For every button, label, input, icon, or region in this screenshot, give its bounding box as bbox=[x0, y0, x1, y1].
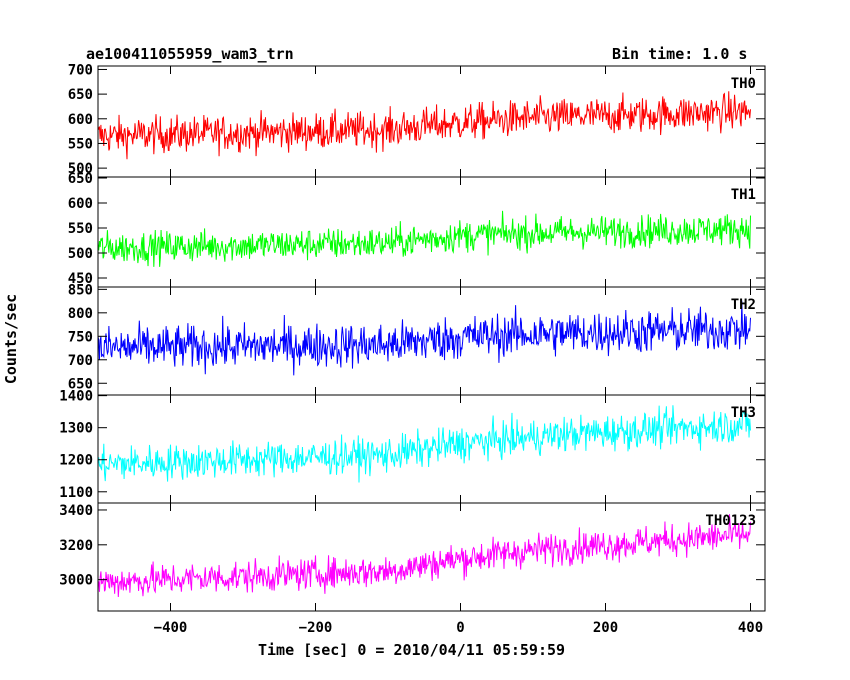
panel-label-th1: TH1 bbox=[731, 187, 756, 203]
y-tick-label-th3: 1300 bbox=[59, 421, 93, 437]
y-tick-label-th0: 650 bbox=[68, 87, 93, 103]
y-tick-label-th3: 1100 bbox=[59, 485, 93, 501]
y-tick-label-th0: 500 bbox=[68, 161, 93, 177]
y-tick-label-th1: 450 bbox=[68, 271, 93, 287]
y-tick-label-th0: 600 bbox=[68, 112, 93, 128]
series-line-th1 bbox=[98, 210, 751, 267]
y-tick-label-th0: 700 bbox=[68, 62, 93, 78]
panel-frame-th0123 bbox=[97, 502, 766, 612]
x-tick-label: 0 bbox=[456, 620, 464, 636]
series-line-th0123 bbox=[98, 514, 751, 597]
y-tick-label-th2: 700 bbox=[68, 353, 93, 369]
x-tick-label: −200 bbox=[299, 620, 333, 636]
y-tick-label-th0123: 3200 bbox=[59, 538, 93, 554]
x-tick-label: −400 bbox=[154, 620, 188, 636]
panel-label-th2: TH2 bbox=[731, 297, 756, 313]
series-line-th2 bbox=[98, 300, 751, 376]
y-tick-label-th2: 750 bbox=[68, 329, 93, 345]
y-tick-label-th0: 550 bbox=[68, 136, 93, 152]
y-tick-label-th2: 650 bbox=[68, 376, 93, 392]
y-tick-label-th3: 1200 bbox=[59, 453, 93, 469]
panel-label-th0: TH0 bbox=[731, 76, 756, 92]
series-line-th0 bbox=[98, 91, 751, 160]
y-tick-label-th0123: 3400 bbox=[59, 503, 93, 519]
y-tick-label-th1: 650 bbox=[68, 171, 93, 187]
panel-frame-th2 bbox=[97, 286, 766, 396]
x-axis-label: Time [sec] 0 = 2010/04/11 05:59:59 bbox=[258, 641, 566, 659]
chart-subtitle: Bin time: 1.0 s bbox=[612, 45, 748, 63]
panel-label-th0123: TH0123 bbox=[705, 513, 756, 529]
y-tick-label-th0123: 3000 bbox=[59, 573, 93, 589]
panel-label-th3: TH3 bbox=[731, 405, 756, 421]
y-tick-label-th2: 850 bbox=[68, 282, 93, 298]
series-line-th3 bbox=[98, 405, 751, 483]
y-tick-label-th1: 500 bbox=[68, 246, 93, 262]
chart-title: ae100411055959_wam3_trn bbox=[86, 45, 294, 63]
y-tick-label-th3: 1400 bbox=[59, 389, 93, 405]
x-tick-label: 200 bbox=[593, 620, 618, 636]
x-tick-label: 400 bbox=[738, 620, 763, 636]
y-tick-label-th1: 600 bbox=[68, 196, 93, 212]
y-tick-label-th1: 550 bbox=[68, 221, 93, 237]
y-tick-label-th2: 800 bbox=[68, 306, 93, 322]
